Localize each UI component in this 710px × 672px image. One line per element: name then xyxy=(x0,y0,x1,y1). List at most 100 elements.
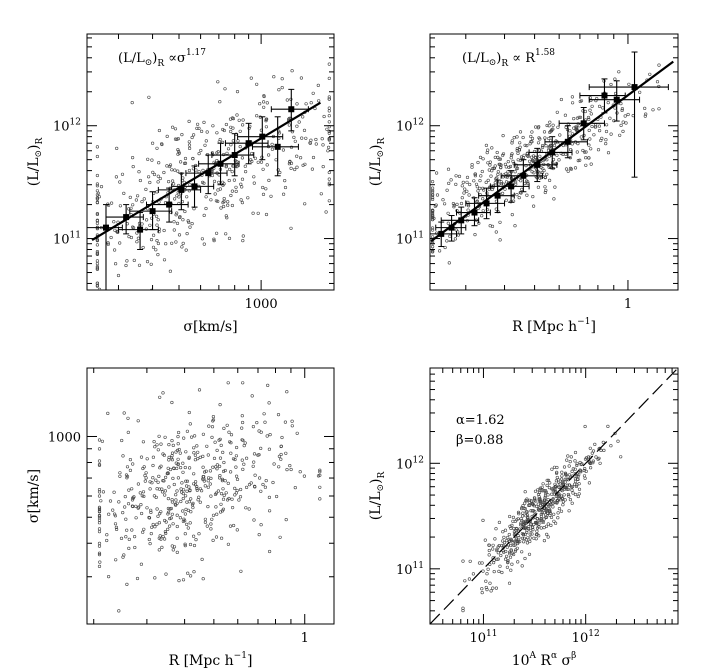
data-point xyxy=(545,483,549,488)
data-point xyxy=(240,177,245,181)
data-point xyxy=(222,460,226,465)
data-point xyxy=(571,491,575,495)
data-point xyxy=(475,185,479,189)
data-point xyxy=(283,185,288,190)
data-point xyxy=(131,165,135,169)
data-point xyxy=(290,424,294,428)
data-point xyxy=(231,457,236,461)
data-point xyxy=(163,529,167,534)
data-point xyxy=(491,586,495,590)
data-point xyxy=(281,148,286,152)
data-point xyxy=(134,198,138,202)
binned-point xyxy=(245,140,252,147)
data-point xyxy=(473,172,477,176)
data-point xyxy=(265,434,269,438)
data-point xyxy=(530,136,535,141)
data-point xyxy=(495,150,499,155)
data-point xyxy=(157,128,161,133)
data-point xyxy=(567,494,571,498)
data-point xyxy=(160,490,165,494)
data-point xyxy=(616,439,620,443)
data-point xyxy=(473,174,478,178)
data-point xyxy=(183,512,187,516)
binned-point xyxy=(601,92,608,99)
data-point xyxy=(584,163,588,167)
data-point xyxy=(265,163,269,167)
data-point xyxy=(206,479,210,483)
data-point xyxy=(171,179,175,183)
data-point xyxy=(590,124,594,129)
data-point xyxy=(95,218,99,222)
data-point xyxy=(170,512,174,516)
data-point xyxy=(158,511,162,516)
data-point xyxy=(451,202,456,206)
data-point xyxy=(549,523,553,528)
data-point xyxy=(606,100,610,105)
data-point xyxy=(138,491,142,495)
data-point xyxy=(224,232,228,236)
data-point xyxy=(241,118,245,122)
data-point xyxy=(511,519,515,523)
data-point xyxy=(202,181,206,185)
data-point xyxy=(270,147,275,151)
data-point xyxy=(208,482,212,486)
plot-frame xyxy=(86,33,335,291)
data-point xyxy=(230,170,234,174)
data-point xyxy=(512,539,517,543)
data-point xyxy=(531,159,535,164)
data-point xyxy=(570,101,575,105)
data-point xyxy=(249,158,253,162)
data-point xyxy=(527,552,532,556)
data-point xyxy=(131,203,135,207)
data-point xyxy=(522,536,526,540)
data-point xyxy=(484,579,488,583)
data-point xyxy=(157,161,161,165)
data-point xyxy=(97,509,102,513)
data-point xyxy=(523,490,527,494)
data-point xyxy=(216,489,220,493)
data-point xyxy=(596,148,601,152)
data-point xyxy=(295,124,299,128)
data-point xyxy=(259,160,264,164)
data-point xyxy=(264,212,269,217)
data-point xyxy=(551,498,555,502)
data-point xyxy=(502,535,506,540)
data-point xyxy=(223,87,227,91)
data-point xyxy=(95,145,99,149)
data-point xyxy=(316,83,320,87)
data-point xyxy=(588,108,592,112)
binned-point xyxy=(259,133,266,140)
data-point xyxy=(565,458,569,462)
data-point xyxy=(601,106,605,110)
data-point xyxy=(575,462,579,466)
data-point xyxy=(657,63,661,67)
data-point xyxy=(449,178,453,182)
data-point xyxy=(190,435,194,439)
data-point xyxy=(155,239,159,243)
data-point xyxy=(112,220,116,224)
data-point xyxy=(468,182,472,187)
data-point xyxy=(250,394,254,398)
data-point xyxy=(243,441,247,445)
data-point xyxy=(589,147,593,151)
data-point xyxy=(516,560,520,564)
data-point xyxy=(147,516,152,520)
data-point xyxy=(466,208,470,212)
data-point xyxy=(158,534,162,538)
data-point xyxy=(471,572,476,576)
data-point xyxy=(560,470,564,474)
data-point xyxy=(574,484,579,489)
data-point xyxy=(181,509,185,513)
data-point xyxy=(201,454,205,459)
data-point xyxy=(97,463,102,467)
data-point xyxy=(591,459,595,463)
data-point xyxy=(499,553,503,558)
data-point xyxy=(543,185,547,189)
data-point xyxy=(95,197,99,201)
data-point xyxy=(185,195,189,199)
data-point xyxy=(501,182,506,186)
data-point xyxy=(167,458,171,462)
data-point xyxy=(491,166,495,171)
data-point xyxy=(431,249,435,254)
data-point xyxy=(125,259,129,263)
